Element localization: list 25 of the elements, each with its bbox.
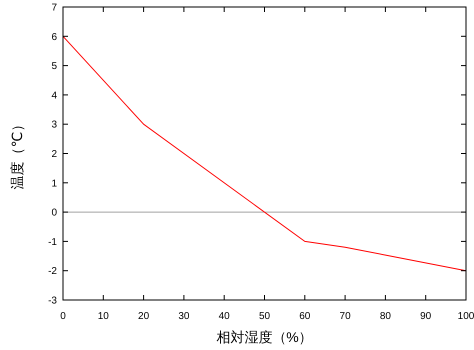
x-tick-label: 40	[218, 311, 230, 322]
y-tick-label: 3	[51, 120, 58, 131]
y-tick-label: -1	[48, 236, 58, 248]
x-tick-label: 60	[299, 311, 311, 322]
x-tick-label: 100	[458, 311, 474, 322]
x-tick-label: 90	[420, 311, 432, 322]
y-tick-label: 4	[51, 90, 58, 102]
y-tick-label: 1	[51, 178, 58, 190]
y-axis-title: 温度（℃）	[9, 118, 25, 190]
y-tick-label: -2	[48, 266, 58, 278]
line-series	[62, 36, 466, 272]
y-tick-label: 6	[51, 32, 58, 43]
y-tick-label: 7	[51, 2, 58, 14]
x-tick-label: 20	[138, 311, 150, 322]
y-tick-label: -3	[48, 296, 58, 306]
x-tick-label: 30	[178, 311, 190, 322]
y-tick-label: 2	[51, 149, 58, 160]
x-axis-title: 相対湿度（%）	[216, 329, 313, 345]
x-tick-label: 80	[380, 311, 392, 322]
y-tick-label: 5	[51, 61, 58, 72]
x-tick-label: 70	[340, 311, 352, 322]
x-tick-label: 50	[258, 311, 270, 322]
y-tick-label: 0	[51, 208, 58, 219]
x-tick-label: 0	[60, 311, 66, 322]
x-tick-label: 10	[98, 311, 110, 322]
